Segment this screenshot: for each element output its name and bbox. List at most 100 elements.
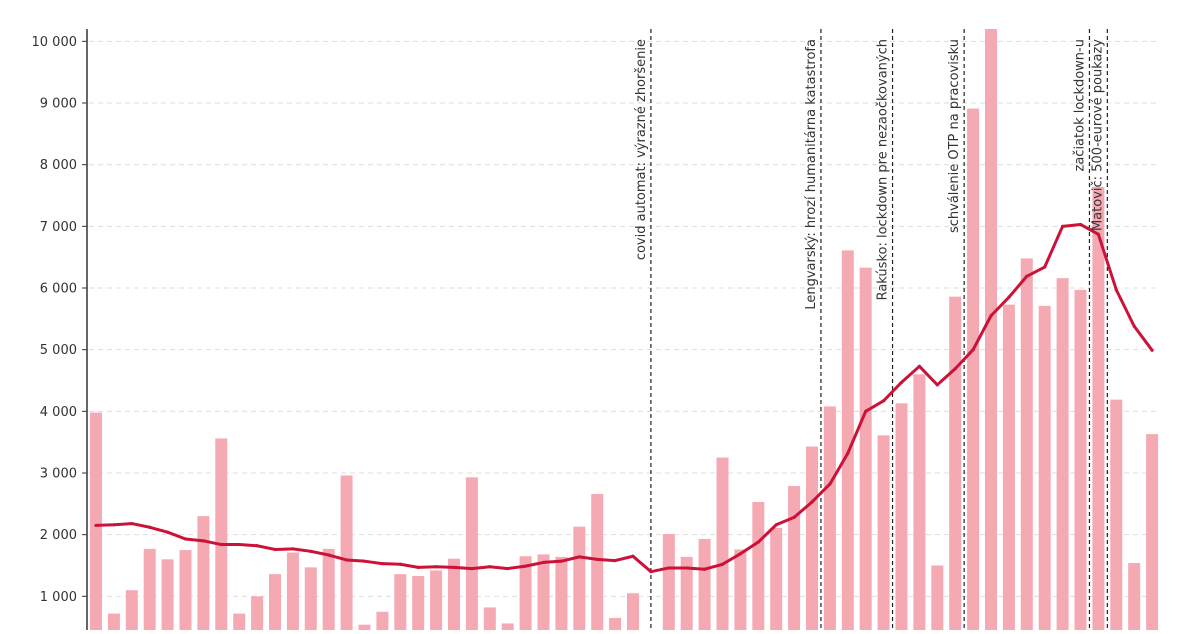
average-point <box>685 566 689 570</box>
average-point <box>846 451 850 455</box>
bar <box>859 267 872 634</box>
bar <box>233 613 246 634</box>
average-point <box>917 364 922 368</box>
average-point <box>720 562 725 566</box>
bar <box>161 559 174 634</box>
bar <box>394 574 407 634</box>
bar <box>483 607 496 634</box>
bar <box>680 556 693 634</box>
event-layer <box>650 29 1108 630</box>
bar <box>340 475 353 634</box>
average-point <box>452 565 456 569</box>
bar <box>358 624 371 634</box>
bar <box>1020 258 1033 634</box>
bar <box>322 548 335 634</box>
line-layer <box>94 222 1154 574</box>
average-point <box>488 565 492 569</box>
average-point <box>541 560 546 565</box>
average-point <box>1007 295 1011 299</box>
average-point <box>130 521 134 526</box>
average-point <box>201 539 205 543</box>
bar <box>143 548 156 634</box>
y-tick-label: 3 000 <box>40 467 77 482</box>
average-point <box>1061 224 1065 228</box>
average-point <box>559 559 564 563</box>
average-point <box>935 383 939 387</box>
bar <box>823 406 836 634</box>
average-point <box>577 555 581 559</box>
bar <box>1074 289 1087 634</box>
average-point <box>989 314 993 318</box>
average-point <box>1096 232 1100 236</box>
bar <box>304 567 317 634</box>
bar <box>1002 304 1015 634</box>
bar <box>985 29 997 634</box>
average-point <box>148 525 152 529</box>
bar <box>716 457 729 634</box>
average-point <box>309 549 313 553</box>
bar <box>573 526 586 634</box>
bar <box>949 296 962 634</box>
bar <box>1092 186 1105 634</box>
average-point <box>219 542 223 547</box>
label-layer: 1 000 2 000 3 000 4 000 5 000 6 000 7 000 8 000… <box>32 35 1106 605</box>
average-point <box>703 567 707 571</box>
event-label: covid automat: výrazné zhoršenie <box>634 39 649 260</box>
bar <box>1128 563 1141 634</box>
bar <box>1056 278 1069 634</box>
average-point <box>291 547 295 551</box>
y-tick-label: 6 000 <box>40 282 77 297</box>
axis-layer <box>82 29 88 630</box>
average-point <box>774 523 778 527</box>
bar <box>555 556 568 634</box>
bar <box>609 617 622 634</box>
average-point <box>506 566 510 571</box>
bar <box>931 565 944 634</box>
average-point <box>1150 348 1154 352</box>
average-point <box>345 558 349 562</box>
bar <box>90 412 102 634</box>
bar <box>179 550 192 634</box>
bar <box>412 575 425 634</box>
bar <box>1110 399 1123 634</box>
average-point <box>864 409 868 413</box>
bar <box>286 552 299 634</box>
event-label: schválenie OTP na pracovisku <box>947 39 962 233</box>
average-point <box>631 554 635 558</box>
y-tick-label: 10 000 <box>32 35 78 50</box>
average-point <box>255 544 259 548</box>
bar <box>519 556 532 634</box>
bar <box>448 558 460 634</box>
average-point <box>1132 324 1136 328</box>
average-point <box>613 558 617 563</box>
average-point <box>828 482 832 486</box>
bar <box>627 593 639 634</box>
y-tick-label: 5 000 <box>40 343 77 358</box>
average-point <box>899 380 904 384</box>
bar <box>537 554 550 634</box>
event-label: Rakúsko: lockdown pre nezaočkovaných <box>876 39 891 300</box>
bar <box>877 435 890 634</box>
average-point <box>112 523 116 527</box>
average-point <box>738 552 743 556</box>
average-point <box>1114 288 1118 292</box>
bar <box>770 527 783 634</box>
average-point <box>94 523 98 528</box>
bar <box>197 516 210 634</box>
y-tick-label: 7 000 <box>40 220 77 235</box>
y-tick-label: 4 000 <box>40 405 77 420</box>
average-point <box>1025 274 1029 278</box>
bar <box>913 374 926 634</box>
average-point <box>953 367 957 371</box>
average-point <box>416 565 420 569</box>
bar <box>269 574 281 634</box>
grid-layer <box>89 40 1160 597</box>
average-point <box>327 553 331 557</box>
bar <box>215 438 228 634</box>
y-tick-label: 1 000 <box>40 590 77 605</box>
bar <box>107 613 120 634</box>
y-tick-label: 9 000 <box>40 97 77 112</box>
average-point <box>1078 222 1083 227</box>
average-point <box>792 515 796 520</box>
